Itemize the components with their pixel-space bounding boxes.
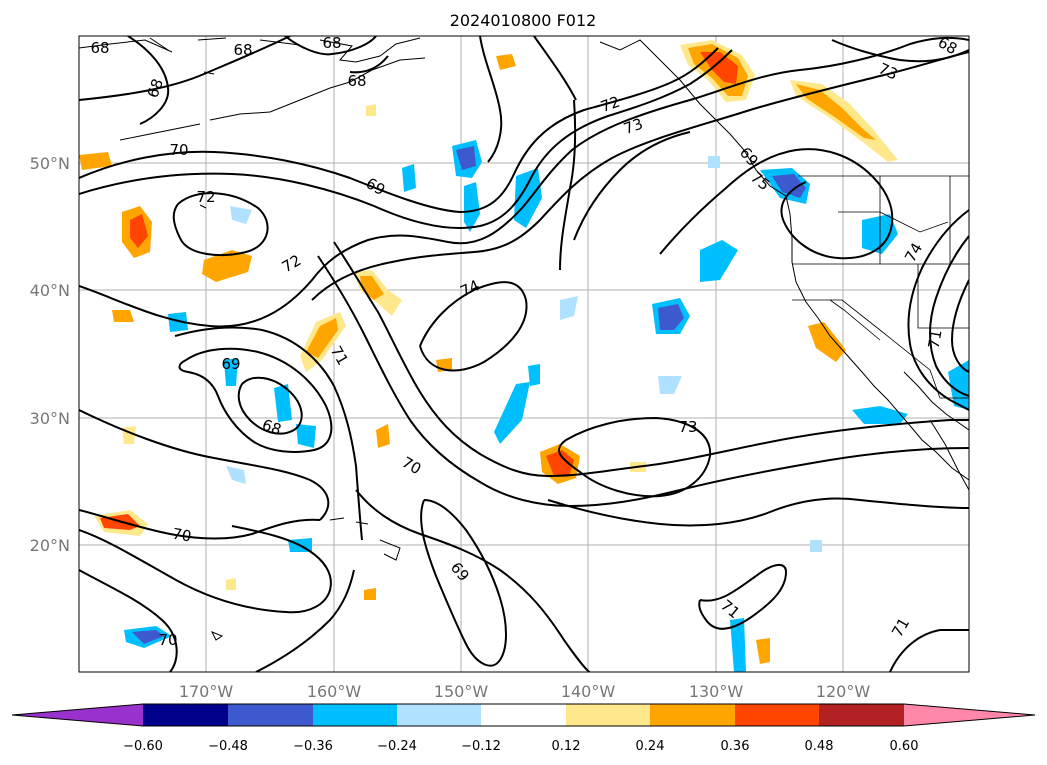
colorbar-segment: [566, 704, 650, 726]
colorbar-tick: −0.24: [377, 739, 417, 754]
contour-label: 68: [322, 34, 341, 52]
colorbar-tick: 0.48: [805, 739, 834, 754]
colorbar-segment: [650, 704, 735, 726]
colorbar-tick: −0.60: [123, 739, 163, 754]
colorbar-tick: −0.12: [461, 739, 501, 754]
contour-label: 68: [90, 39, 109, 57]
colorbar-segment: [481, 704, 566, 726]
map-area: 68 68 68 68 68 68 70 72 73 73 72 72 69 7…: [79, 34, 969, 672]
contour-label: 73: [621, 115, 645, 138]
contour-label: 72: [598, 93, 622, 116]
contour-label: 72: [196, 188, 215, 206]
contour-label: 70: [158, 631, 177, 649]
lat-label: 20°N: [30, 536, 70, 555]
lat-label: 50°N: [30, 154, 70, 173]
lon-label: 140°W: [561, 682, 616, 701]
colorbar-tick: 0.24: [636, 739, 665, 754]
contour-label: 68: [260, 416, 284, 439]
lon-label: 130°W: [689, 682, 744, 701]
colorbar-tick: 0.12: [552, 739, 581, 754]
colorbar-segment: [313, 704, 397, 726]
colorbar: −0.60 −0.48 −0.36 −0.24 −0.12 0.12 0.24 …: [11, 703, 1036, 754]
colorbar-outline: [11, 703, 1036, 727]
contour-label: 71: [925, 328, 946, 350]
colorbar-segment: [735, 704, 819, 726]
colorbar-segment: [397, 704, 481, 726]
contour-label: 70: [171, 525, 193, 546]
coastlines: [79, 37, 969, 641]
colorbar-segment: [12, 704, 143, 726]
colorbar-segment: [228, 704, 313, 726]
contour-lines: [79, 36, 969, 672]
colorbar-tick: 0.60: [890, 739, 919, 754]
lat-label: 30°N: [30, 409, 70, 428]
colorbar-tick: −0.36: [293, 739, 333, 754]
colorbar-segment: [143, 704, 228, 726]
map-frame: [78, 35, 970, 673]
colorbar-segment: [819, 704, 904, 726]
contour-label: 69: [221, 355, 240, 373]
lat-label: 40°N: [30, 281, 70, 300]
longitude-labels: 170°W 160°W 150°W 140°W 130°W 120°W: [179, 682, 871, 701]
lon-label: 170°W: [179, 682, 234, 701]
political-borders: [792, 175, 969, 399]
lon-label: 120°W: [816, 682, 871, 701]
contour-label: 68: [144, 76, 167, 100]
colorbar-tick: 0.36: [721, 739, 750, 754]
contour-label: 70: [169, 141, 188, 159]
filled-contours: [79, 40, 969, 672]
colorbar-segment: [904, 704, 1035, 726]
contour-label: 68: [233, 41, 252, 59]
contour-label: 68: [347, 72, 366, 90]
lon-label: 160°W: [307, 682, 362, 701]
lon-label: 150°W: [434, 682, 489, 701]
colorbar-tick: −0.48: [208, 739, 248, 754]
latitude-labels: 50°N 40°N 30°N 20°N: [30, 154, 70, 555]
map-title: 2024010800 F012: [450, 11, 597, 30]
contour-label: 73: [678, 418, 697, 436]
